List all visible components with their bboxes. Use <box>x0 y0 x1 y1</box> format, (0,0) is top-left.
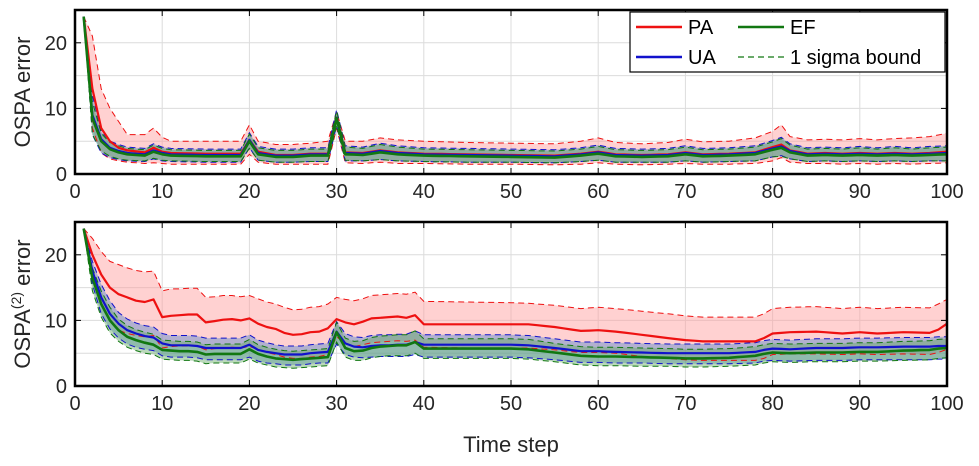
x-tick-label: 80 <box>761 393 783 415</box>
ef-sigma-band <box>83 16 947 163</box>
x-axis-label: Time step <box>463 432 559 457</box>
ua-sigma-band <box>83 16 947 163</box>
legend-label-ef: EF <box>790 17 816 39</box>
legend-label-pa: PA <box>688 17 714 39</box>
legend-label-sigma-bound: 1 sigma bound <box>790 47 921 69</box>
x-tick-label: 80 <box>761 181 783 203</box>
top-y-axis-label-main: OSPA error <box>10 37 35 148</box>
x-tick-label: 10 <box>151 393 173 415</box>
x-tick-label: 50 <box>500 181 522 203</box>
x-tick-label: 20 <box>238 181 260 203</box>
ua-lower-bound <box>83 228 947 366</box>
pa-line <box>82 228 948 343</box>
y-tick-label: 10 <box>45 98 67 120</box>
y-tick-label: 20 <box>45 245 67 267</box>
ef-line <box>82 16 948 159</box>
x-tick-label: 0 <box>69 393 80 415</box>
top-sigma-bound-lines <box>83 16 948 166</box>
x-tick-label: 70 <box>674 393 696 415</box>
ef-lower-bound <box>83 228 948 369</box>
x-tick-label: 90 <box>849 181 871 203</box>
x-tick-label: 100 <box>930 181 963 203</box>
ef-line <box>82 228 948 362</box>
pa-sigma-band <box>83 228 947 361</box>
x-tick-label: 40 <box>413 181 435 203</box>
ua-upper-bound <box>83 228 947 347</box>
bottom-y-axis-label-superscript: (2) <box>8 292 24 309</box>
bottom-series-lines <box>82 228 948 362</box>
ua-line <box>82 228 947 356</box>
legend-label-ua: UA <box>688 47 716 69</box>
x-tick-label: 30 <box>325 393 347 415</box>
bottom-x-ticks: 0 10 20 30 40 50 60 70 80 90 100 <box>69 222 964 415</box>
ef-upper-bound <box>83 16 948 152</box>
top-y-axis-label: OSPA error <box>10 37 35 148</box>
top-series-lines <box>82 16 948 159</box>
legend: PA EF UA 1 sigma bound <box>629 11 946 73</box>
x-tick-label: 70 <box>674 181 696 203</box>
pa-upper-bound <box>83 16 948 145</box>
y-tick-label: 0 <box>56 376 67 398</box>
x-tick-label: 100 <box>930 393 963 415</box>
x-tick-label: 40 <box>413 393 435 415</box>
x-tick-label: 60 <box>587 393 609 415</box>
ua-upper-bound <box>83 16 948 151</box>
x-tick-label: 0 <box>69 181 80 203</box>
bottom-y-axis-label-main: OSPA <box>10 309 35 369</box>
ef-upper-bound <box>83 228 948 352</box>
x-tick-label: 10 <box>151 181 173 203</box>
x-tick-label: 90 <box>849 393 871 415</box>
bottom-y-ticks: 0 10 20 <box>45 245 947 398</box>
x-tick-label: 20 <box>238 393 260 415</box>
y-tick-label: 10 <box>45 310 67 332</box>
bottom-y-axis-label-tail: error <box>10 239 35 292</box>
y-tick-label: 0 <box>56 164 67 186</box>
ef-lower-bound <box>83 16 947 164</box>
top-y-ticks: 0 10 20 <box>45 33 947 186</box>
x-tick-label: 30 <box>325 181 347 203</box>
x-tick-label: 50 <box>500 393 522 415</box>
y-tick-label: 20 <box>45 33 67 55</box>
legend-box <box>629 11 946 73</box>
bottom-y-axis-label: OSPA(2) error <box>8 239 35 368</box>
x-tick-label: 60 <box>587 181 609 203</box>
bottom-chart: 0 10 20 30 40 50 60 70 80 90 100 0 10 20 OSPA(2) err… <box>8 220 964 457</box>
top-x-ticks: 0 10 20 30 40 50 60 70 80 90 100 <box>69 10 964 203</box>
